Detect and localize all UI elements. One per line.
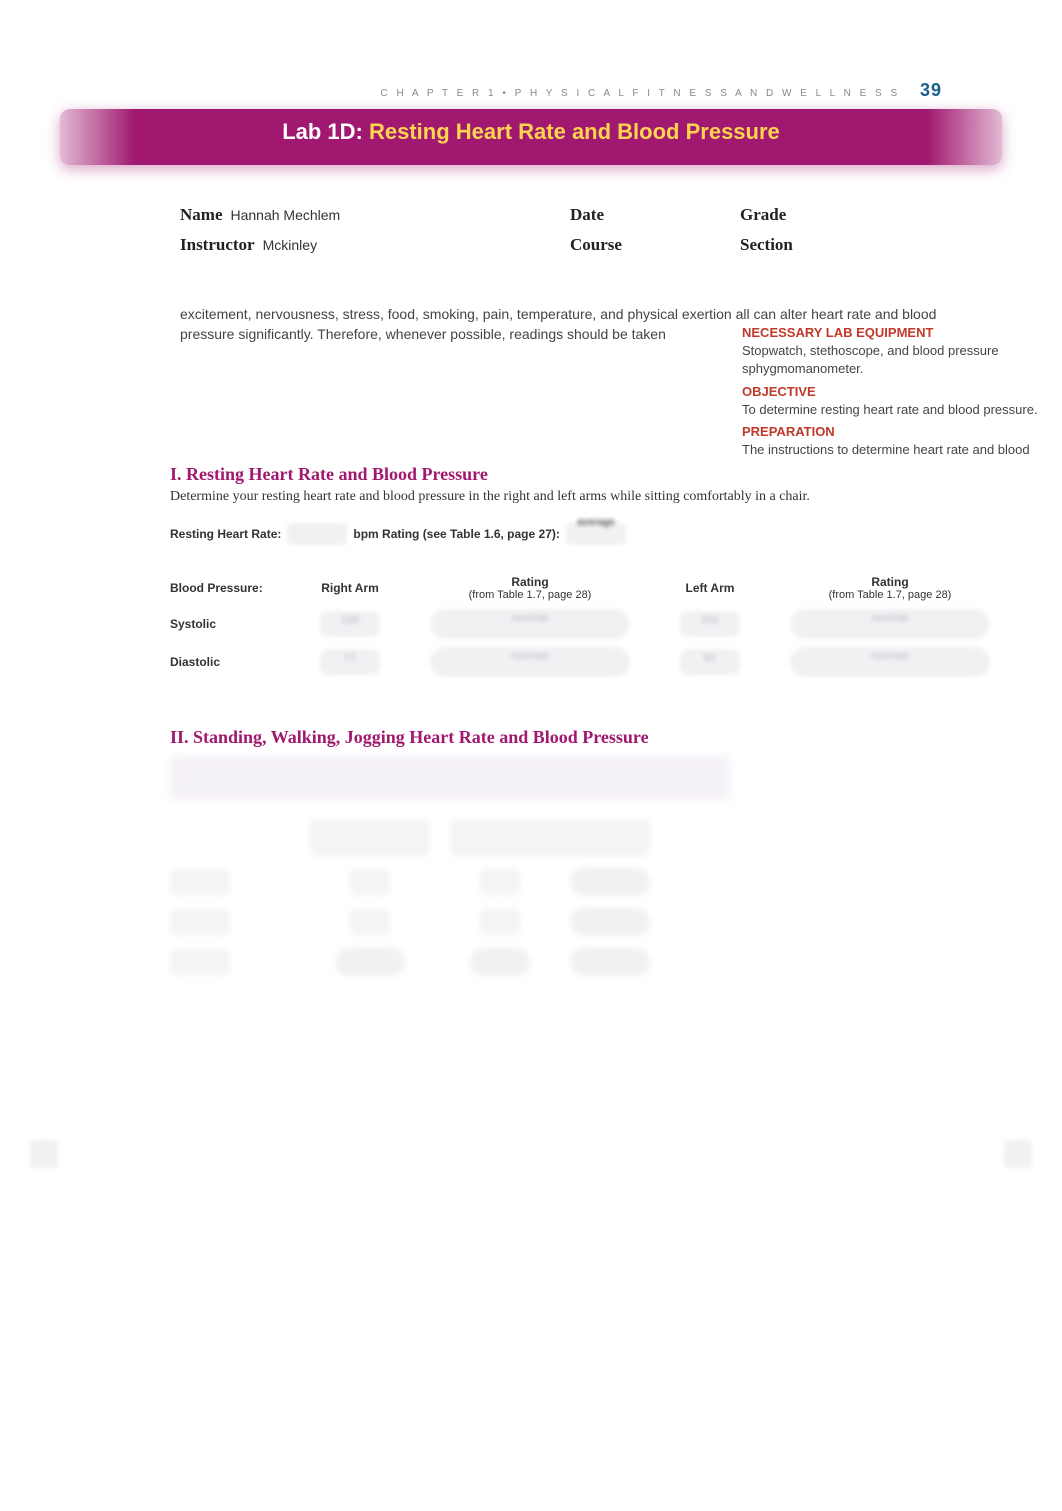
course-value[interactable] xyxy=(630,249,730,250)
ghost-val: 101 xyxy=(680,614,740,626)
systolic-right-input[interactable]: 120 xyxy=(320,611,380,637)
course-label: Course xyxy=(570,235,622,255)
diastolic-right-input[interactable]: 77 xyxy=(320,649,380,675)
objective-text: To determine resting heart rate and bloo… xyxy=(742,401,1052,419)
date-cell: Date xyxy=(570,205,730,225)
bp-table: Blood Pressure: Right Arm Rating (from T… xyxy=(170,575,1002,677)
systolic-left-input[interactable]: 101 xyxy=(680,611,740,637)
name-value[interactable]: Hannah Mechlem xyxy=(230,207,560,224)
objective-heading: OBJECTIVE xyxy=(742,383,1052,401)
activity-header-row xyxy=(170,820,1002,856)
ghost-val: normal xyxy=(790,650,990,662)
jogging-bp1-input[interactable] xyxy=(470,948,530,976)
col-bp-blurred xyxy=(450,820,650,856)
preparation-text: The instructions to determine heart rate… xyxy=(742,441,1052,459)
col-left-arm: Left Arm xyxy=(640,581,780,595)
bp-header-row: Blood Pressure: Right Arm Rating (from T… xyxy=(170,575,1002,601)
walking-bp1-input[interactable] xyxy=(480,909,520,935)
ghost-val: 120 xyxy=(320,614,380,626)
diastolic-left-rating-input[interactable]: normal xyxy=(790,647,990,677)
student-info-grid: Name Hannah Mechlem Date Grade Instructo… xyxy=(180,205,1002,255)
standing-label-blurred xyxy=(170,869,230,895)
rhr-unit-label: bpm Rating (see Table 1.6, page 27): xyxy=(353,527,560,541)
section1-sub: Determine your resting heart rate and bl… xyxy=(170,489,1002,505)
grade-label: Grade xyxy=(740,205,786,225)
section2-intro-blurred xyxy=(170,756,730,800)
diastolic-right-rating-input[interactable]: normal xyxy=(430,647,630,677)
rhr-rating-input[interactable]: average xyxy=(566,523,626,545)
jogging-label-blurred xyxy=(170,949,230,975)
instructor-value[interactable]: Mckinley xyxy=(263,237,560,254)
section2-heading: II. Standing, Walking, Jogging Heart Rat… xyxy=(170,727,1002,748)
bp-label: Blood Pressure: xyxy=(170,581,270,595)
rhr-rating-value: average xyxy=(566,517,626,528)
date-label: Date xyxy=(570,205,604,225)
col-right-arm: Right Arm xyxy=(280,581,420,595)
section1-heading: I. Resting Heart Rate and Blood Pressure xyxy=(170,464,1002,485)
col-rating-text2: Rating xyxy=(790,575,990,589)
instructor-label: Instructor xyxy=(180,235,255,255)
jogging-bp2-input[interactable] xyxy=(570,948,650,976)
section-label: Section xyxy=(740,235,793,255)
systolic-left-rating-input[interactable]: normal xyxy=(790,609,990,639)
jogging-row xyxy=(170,948,1002,976)
lab-title: Resting Heart Rate and Blood Pressure xyxy=(369,119,780,144)
equipment-heading: NECESSARY LAB EQUIPMENT xyxy=(742,324,1052,342)
jogging-hr-input[interactable] xyxy=(335,948,405,976)
section-value[interactable] xyxy=(801,249,940,250)
rhr-value-input[interactable] xyxy=(287,523,347,545)
diastolic-row: Diastolic 77 normal 61 normal xyxy=(170,647,1002,677)
prev-page-button[interactable] xyxy=(30,1140,58,1168)
standing-row xyxy=(170,868,1002,896)
instructor-cell: Instructor Mckinley xyxy=(180,235,560,255)
course-cell: Course xyxy=(570,235,730,255)
walking-bp2-input[interactable] xyxy=(570,908,650,936)
date-value[interactable] xyxy=(612,219,730,220)
ghost-val: normal xyxy=(430,650,630,662)
ghost-val: 61 xyxy=(680,652,740,664)
ghost-val: normal xyxy=(430,612,630,624)
chapter-header: C H A P T E R 1 • P H Y S I C A L F I T … xyxy=(60,80,1002,101)
name-cell: Name Hannah Mechlem xyxy=(180,205,560,225)
standing-bp1-input[interactable] xyxy=(480,869,520,895)
activity-table xyxy=(170,820,1002,976)
walking-hr-input[interactable] xyxy=(350,909,390,935)
preparation-heading: PREPARATION xyxy=(742,423,1052,441)
col-rating-left: Rating (from Table 1.7, page 28) xyxy=(790,575,990,601)
diastolic-label: Diastolic xyxy=(170,655,270,669)
next-page-button[interactable] xyxy=(1004,1140,1032,1168)
bp-label-text: Blood Pressure: xyxy=(170,581,263,595)
grade-cell: Grade xyxy=(740,205,940,225)
systolic-right-rating-input[interactable]: normal xyxy=(430,609,630,639)
ghost-val: 77 xyxy=(320,652,380,664)
col-rating-right: Rating (from Table 1.7, page 28) xyxy=(430,575,630,601)
lab-label: Lab 1D: xyxy=(282,119,369,144)
lab-sidebar: NECESSARY LAB EQUIPMENT Stopwatch, steth… xyxy=(742,320,1062,459)
lab-title-bar: Lab 1D: Resting Heart Rate and Blood Pre… xyxy=(60,109,1002,165)
grade-value[interactable] xyxy=(794,219,940,220)
equipment-text: Stopwatch, stethoscope, and blood pressu… xyxy=(742,342,1052,378)
col-hr-blurred xyxy=(310,820,430,856)
systolic-row: Systolic 120 normal 101 normal xyxy=(170,609,1002,639)
standing-bp2-input[interactable] xyxy=(570,868,650,896)
walking-label-blurred xyxy=(170,909,230,935)
diastolic-left-input[interactable]: 61 xyxy=(680,649,740,675)
ghost-val: normal xyxy=(790,612,990,624)
rhr-label: Resting Heart Rate: xyxy=(170,527,281,541)
systolic-label: Systolic xyxy=(170,617,270,631)
col-rating-sub2: (from Table 1.7, page 28) xyxy=(790,589,990,601)
standing-hr-input[interactable] xyxy=(350,869,390,895)
col-rating-sub: (from Table 1.7, page 28) xyxy=(430,589,630,601)
page-number: 39 xyxy=(920,80,942,100)
walking-row xyxy=(170,908,1002,936)
resting-hr-row: Resting Heart Rate: bpm Rating (see Tabl… xyxy=(170,523,1002,545)
section-cell: Section xyxy=(740,235,940,255)
chapter-text: C H A P T E R 1 • P H Y S I C A L F I T … xyxy=(380,88,900,99)
lab-page: C H A P T E R 1 • P H Y S I C A L F I T … xyxy=(0,0,1062,1076)
col-rating-text: Rating xyxy=(430,575,630,589)
name-label: Name xyxy=(180,205,222,225)
